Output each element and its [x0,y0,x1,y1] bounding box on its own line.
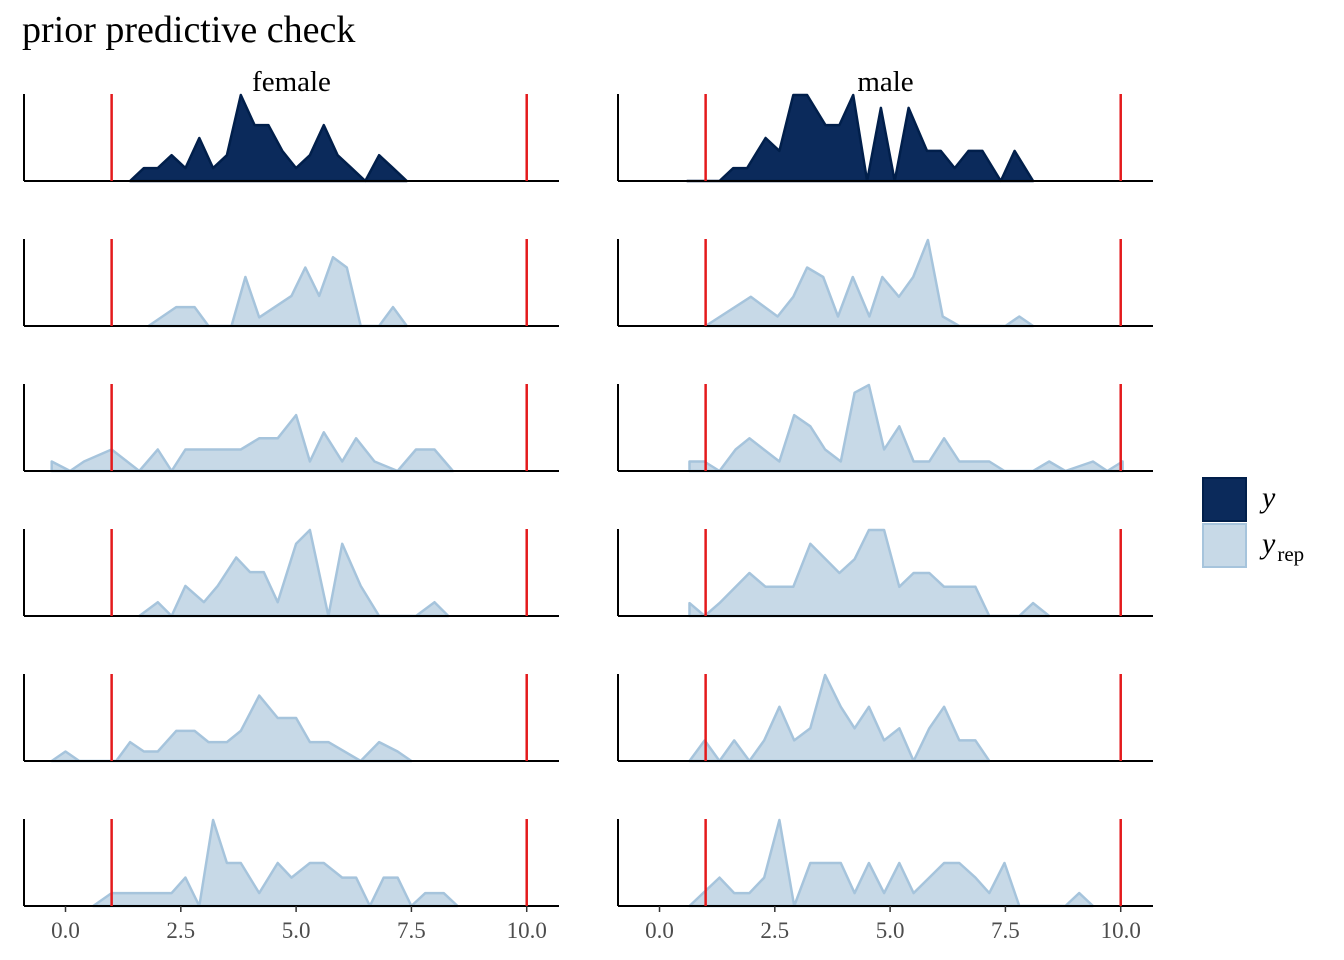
legend-label-y: y [1259,481,1276,514]
x-tick-label: 10.0 [1101,918,1141,943]
panel-female-row-4 [23,674,559,763]
x-tick-label: 7.5 [397,918,426,943]
chart-title: prior predictive check [22,9,355,51]
y-rep-density-female-3 [138,528,450,618]
y-density-male-0 [685,93,1035,183]
facet-label-female: female [252,66,331,98]
panel-female-row-1 [23,239,559,328]
y-rep-density-male-5 [688,818,1095,908]
y-rep-density-male-4 [688,673,991,763]
legend: y yrep [1202,477,1304,568]
legend-key-y [1202,477,1247,522]
y-rep-density-female-1 [147,255,409,328]
panel-male-row-4 [617,673,1153,763]
x-tick-label: 5.0 [876,918,905,943]
y-rep-density-male-2 [688,383,1124,473]
y-density-female-0 [128,93,409,183]
facet-label-male: male [857,66,913,98]
panel-male-row-3 [617,528,1153,618]
legend-label-y_rep: yrep [1259,527,1304,566]
panel-male-row-2 [617,383,1153,473]
y-rep-density-female-5 [91,818,459,908]
legend-key-y_rep [1202,523,1247,568]
panel-male-row-1 [617,238,1153,328]
x-tick-label: 0.0 [645,918,674,943]
panel-female-row-2 [23,384,559,473]
y-rep-density-female-2 [50,413,455,473]
panel-female-row-5: 0.0 2.5 5.0 7.5 10.0 [23,818,559,943]
x-tick-label: 2.5 [166,918,195,943]
panel-male-row-0 [617,93,1153,183]
x-tick-label: 2.5 [760,918,789,943]
y-rep-density-male-3 [688,528,1051,618]
x-tick-label: 7.5 [991,918,1020,943]
x-tick-label: 5.0 [282,918,311,943]
y-rep-density-female-4 [50,694,413,763]
facet-grid: female male 0.0 2.5 5.0 7.5 10.0 0.0 2.5 5.0 7.5 10… [23,66,1153,943]
panel-male-row-5: 0.0 2.5 5.0 7.5 10.0 [617,818,1153,943]
panel-female-row-3 [23,528,559,618]
x-tick-label: 10.0 [507,918,547,943]
x-tick-label: 0.0 [51,918,80,943]
panel-female-row-0 [23,93,559,183]
y-rep-density-male-1 [704,238,1035,328]
